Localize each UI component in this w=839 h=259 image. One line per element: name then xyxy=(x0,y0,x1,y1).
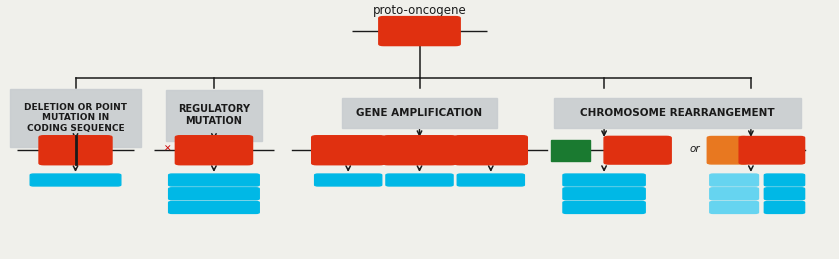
FancyBboxPatch shape xyxy=(175,136,253,165)
FancyBboxPatch shape xyxy=(455,136,527,165)
Text: proto-oncogene: proto-oncogene xyxy=(373,4,466,17)
FancyBboxPatch shape xyxy=(10,89,140,147)
FancyBboxPatch shape xyxy=(764,202,805,213)
FancyBboxPatch shape xyxy=(342,98,497,128)
FancyBboxPatch shape xyxy=(379,17,460,46)
Text: CHROMOSOME REARRANGEMENT: CHROMOSOME REARRANGEMENT xyxy=(581,108,774,118)
Text: DELETION OR POINT
MUTATION IN
CODING SEQUENCE: DELETION OR POINT MUTATION IN CODING SEQ… xyxy=(24,103,127,133)
Text: REGULATORY
MUTATION: REGULATORY MUTATION xyxy=(178,104,250,126)
Text: ✕: ✕ xyxy=(164,145,171,153)
FancyBboxPatch shape xyxy=(39,136,112,165)
FancyBboxPatch shape xyxy=(169,174,259,186)
FancyBboxPatch shape xyxy=(551,140,590,161)
FancyBboxPatch shape xyxy=(764,188,805,200)
FancyBboxPatch shape xyxy=(739,136,805,164)
FancyBboxPatch shape xyxy=(563,188,645,200)
FancyBboxPatch shape xyxy=(710,202,758,213)
FancyBboxPatch shape xyxy=(764,174,805,186)
Text: GENE AMPLIFICATION: GENE AMPLIFICATION xyxy=(357,108,482,118)
FancyBboxPatch shape xyxy=(604,136,671,164)
FancyBboxPatch shape xyxy=(554,98,801,128)
FancyBboxPatch shape xyxy=(169,188,259,200)
FancyBboxPatch shape xyxy=(311,136,384,165)
FancyBboxPatch shape xyxy=(166,90,262,141)
FancyBboxPatch shape xyxy=(315,174,382,186)
Text: or: or xyxy=(690,144,700,154)
FancyBboxPatch shape xyxy=(383,136,456,165)
FancyBboxPatch shape xyxy=(30,174,121,186)
FancyBboxPatch shape xyxy=(457,174,524,186)
FancyBboxPatch shape xyxy=(563,174,645,186)
FancyBboxPatch shape xyxy=(707,136,748,164)
FancyBboxPatch shape xyxy=(710,188,758,200)
FancyBboxPatch shape xyxy=(169,202,259,213)
FancyBboxPatch shape xyxy=(386,174,453,186)
FancyBboxPatch shape xyxy=(563,202,645,213)
FancyBboxPatch shape xyxy=(710,174,758,186)
